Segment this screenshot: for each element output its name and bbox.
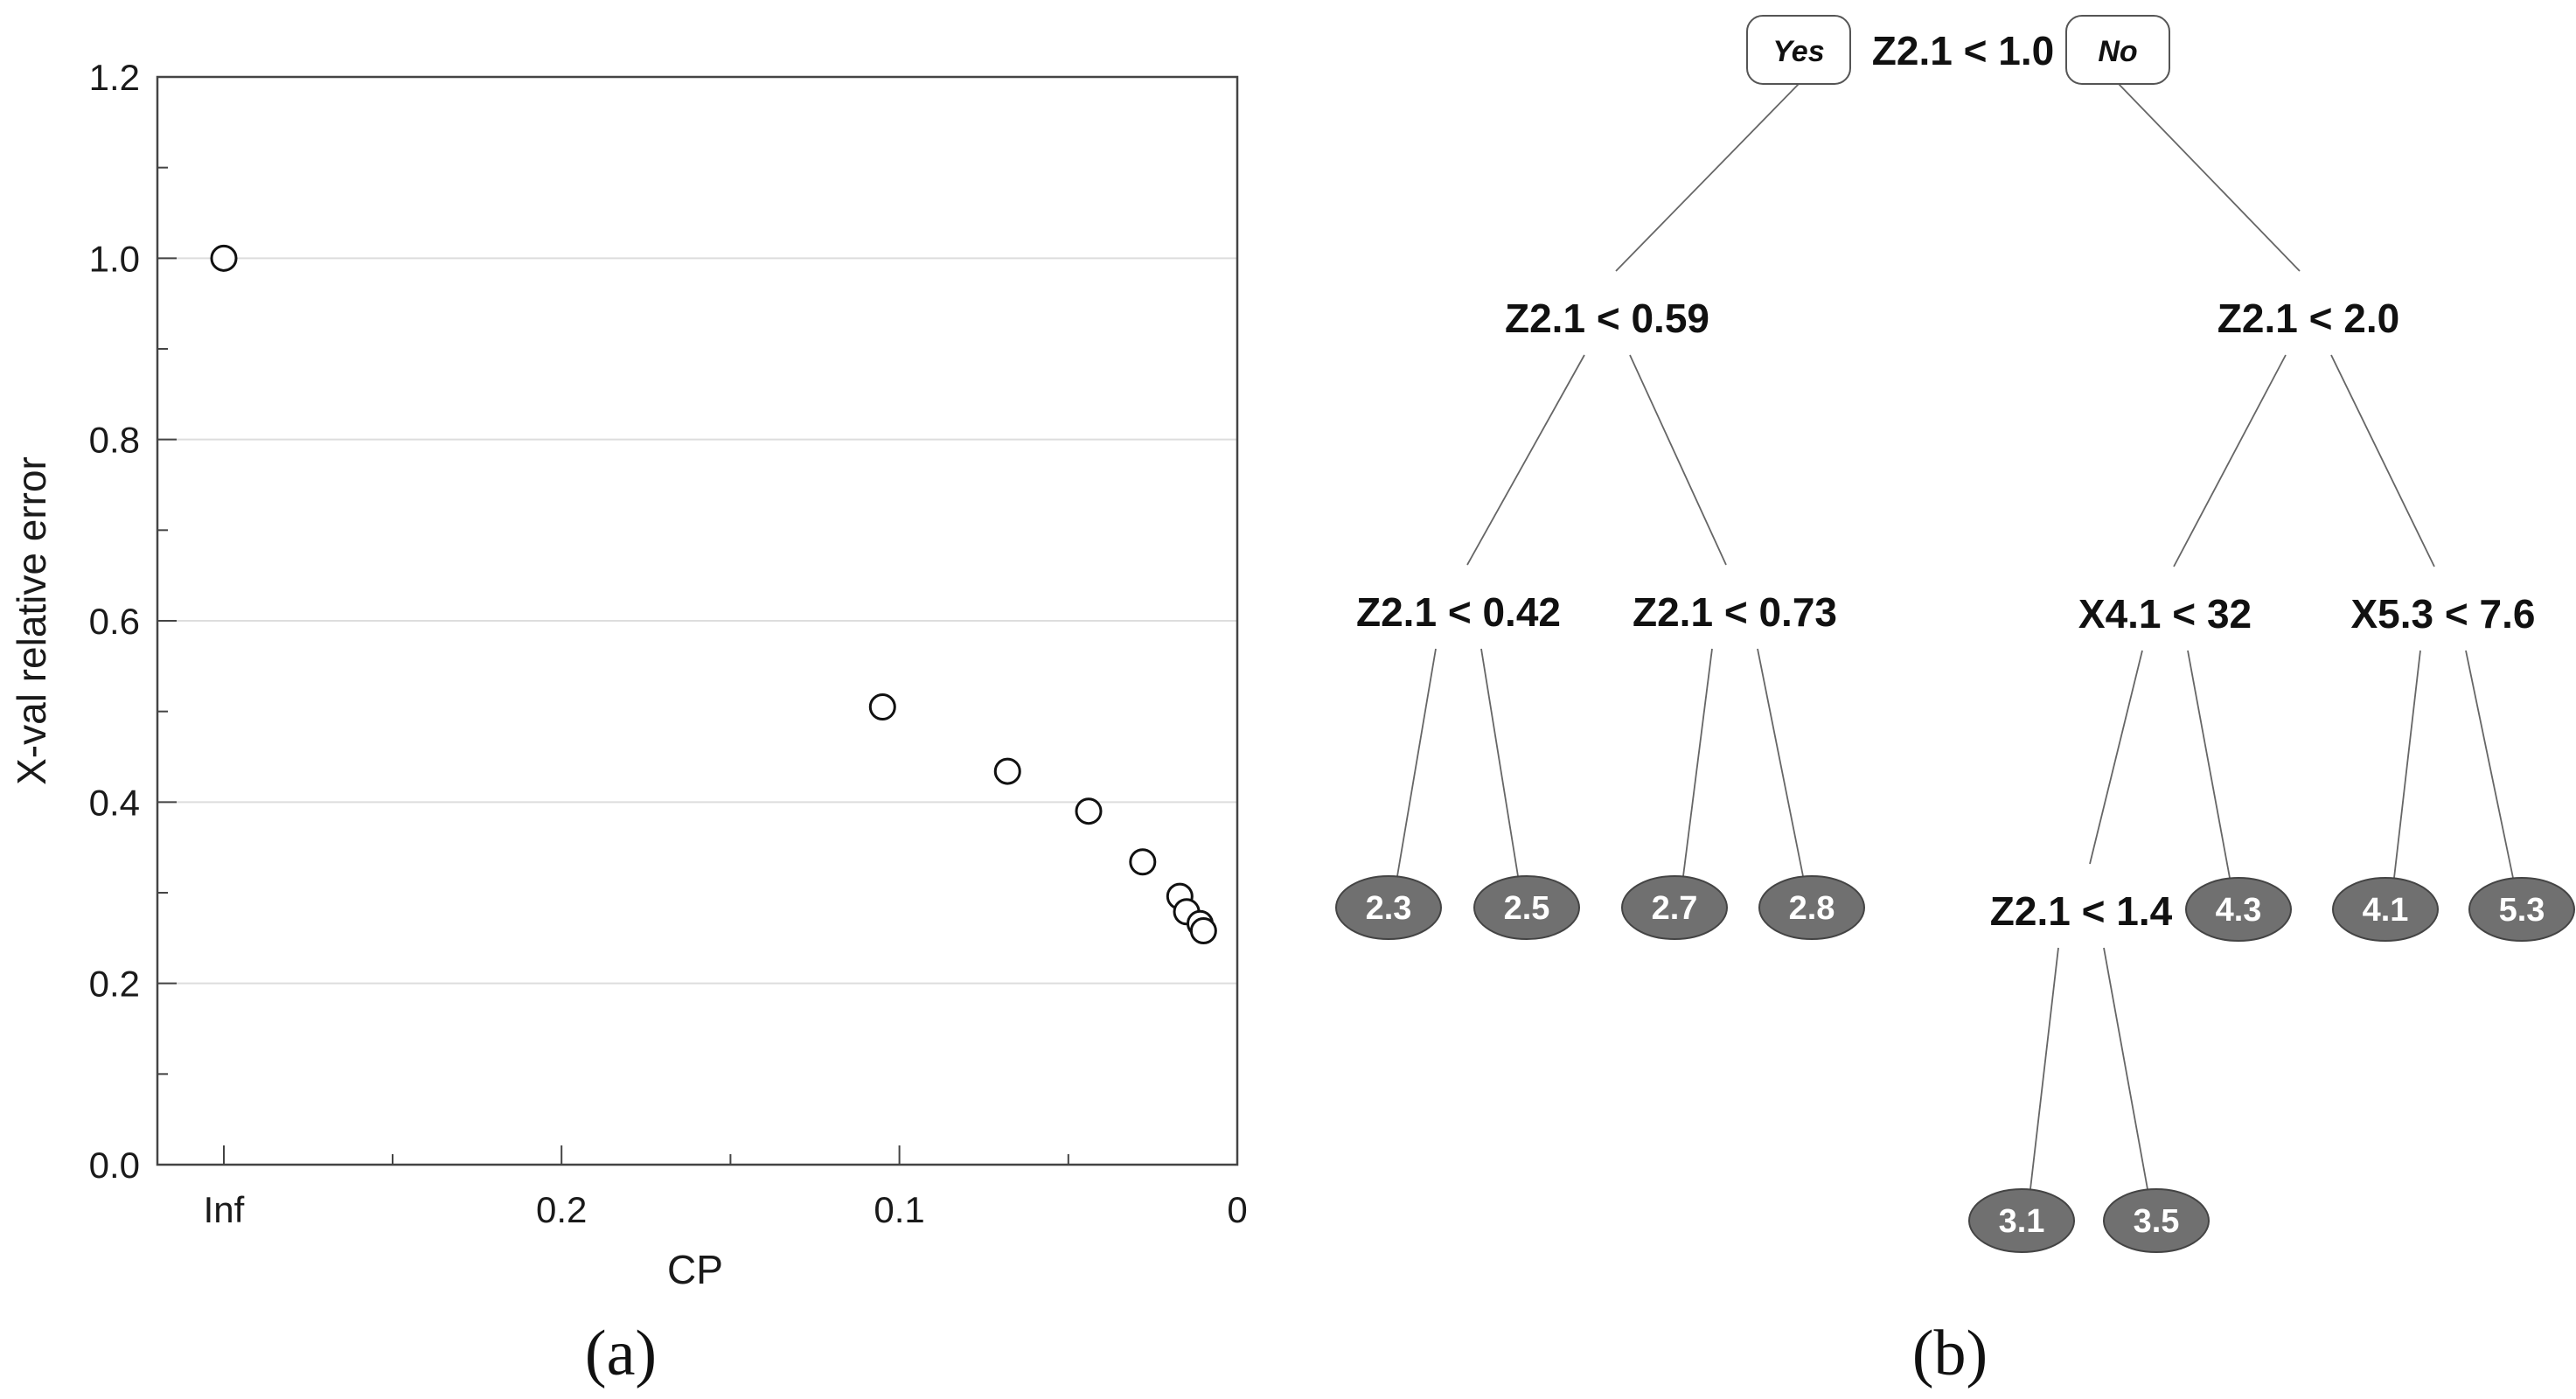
y-tick-label: 0.4: [89, 782, 140, 823]
y-tick-label: 1.2: [89, 57, 140, 98]
leaf-node: [1621, 875, 1728, 940]
leaf-node-value: 3.5: [2134, 1203, 2180, 1240]
tree-edge: [2393, 650, 2421, 879]
data-point: [868, 693, 896, 720]
leaf-node: [2332, 877, 2439, 942]
x-tick-label: 0: [1227, 1189, 1247, 1230]
split-node-label: Z2.1 < 0.59: [1505, 296, 1709, 341]
y-axis-title: X-val relative error: [9, 456, 54, 785]
data-point: [1075, 797, 1103, 825]
tree-edge: [2465, 650, 2514, 879]
tree-edge: [2117, 82, 2301, 272]
panel-b-regression-tree: Yes No Z2.1 < 1.0 Z2.1 < 0.59 Z2.1 < 2.0 Z2.1…: [1335, 15, 2575, 1253]
leaf-node-value: 3.1: [1999, 1203, 2045, 1240]
leaf-node-value: 2.5: [1504, 890, 1550, 927]
leaf-node-value: 2.3: [1366, 890, 1412, 927]
x-tick-label: 0.2: [536, 1189, 587, 1230]
tree-edge: [2029, 947, 2059, 1190]
leaf-node: [1335, 875, 1442, 940]
data-point: [1129, 848, 1157, 876]
leaf-node: [2103, 1188, 2210, 1253]
tree-edge: [1480, 648, 1519, 877]
y-tick-label: 1.0: [89, 238, 140, 279]
tree-edge: [2330, 354, 2435, 567]
leaf-node: [1473, 875, 1580, 940]
leaf-node-value: 4.3: [2216, 892, 2262, 929]
data-point: [1189, 917, 1217, 945]
split-node-label: Z2.1 < 1.4: [1990, 888, 2173, 934]
tree-edge: [1396, 648, 1437, 877]
panel-b-label: (b): [1912, 1318, 1988, 1389]
leaf-node: [1758, 875, 1865, 940]
y-tick-label: 0.0: [89, 1145, 140, 1186]
split-node-label: Z2.1 < 1.0: [1872, 28, 2054, 73]
y-tick-label: 0.8: [89, 420, 140, 461]
tree-edge: [2173, 354, 2287, 567]
tree-edge: [2089, 650, 2143, 865]
panel-a-label: (a): [585, 1318, 657, 1389]
y-tick-label: 0.2: [89, 964, 140, 1005]
tree-edge: [1466, 354, 1585, 566]
leaf-node-value: 5.3: [2499, 892, 2545, 929]
no-badge-label: No: [2098, 35, 2137, 68]
x-axis-title: CP: [667, 1247, 723, 1292]
tree-edge: [2103, 947, 2148, 1190]
tree-edge: [1682, 648, 1713, 877]
y-tick-label: 0.6: [89, 601, 140, 642]
leaf-node-value: 2.8: [1789, 890, 1835, 927]
split-node-label: Z2.1 < 0.42: [1356, 589, 1561, 635]
tree-edge: [1629, 354, 1727, 566]
plot-frame: [156, 75, 1239, 1166]
leaf-node-value: 4.1: [2363, 892, 2409, 929]
leaf-node: [2468, 877, 2575, 942]
tree-edge: [1615, 82, 1800, 272]
split-node-label: X4.1 < 32: [2078, 591, 2252, 637]
x-tick-label: 0.1: [874, 1189, 924, 1230]
tree-edge: [1757, 648, 1804, 877]
data-point: [210, 244, 238, 272]
leaf-node: [1968, 1188, 2075, 1253]
split-node-label: Z2.1 < 0.73: [1633, 589, 1837, 635]
yes-badge-label: Yes: [1772, 35, 1824, 68]
split-node-label: X5.3 < 7.6: [2351, 591, 2536, 637]
data-point: [993, 757, 1021, 785]
x-tick-label: Inf: [204, 1189, 245, 1230]
split-node-label: Z2.1 < 2.0: [2217, 296, 2399, 341]
leaf-node-value: 2.7: [1652, 890, 1698, 927]
tree-edge: [2187, 650, 2231, 879]
panel-a-scatter-plot: 0.0 0.2 0.4 0.6 0.8 1.0 1.2 Inf 0.2 0.1 0 CP X-val r…: [9, 57, 1248, 1292]
leaf-node: [2185, 877, 2292, 942]
yes-badge-box: [1746, 15, 1851, 85]
tree-edges: [1396, 82, 2514, 1190]
no-badge-box: [2065, 15, 2170, 85]
